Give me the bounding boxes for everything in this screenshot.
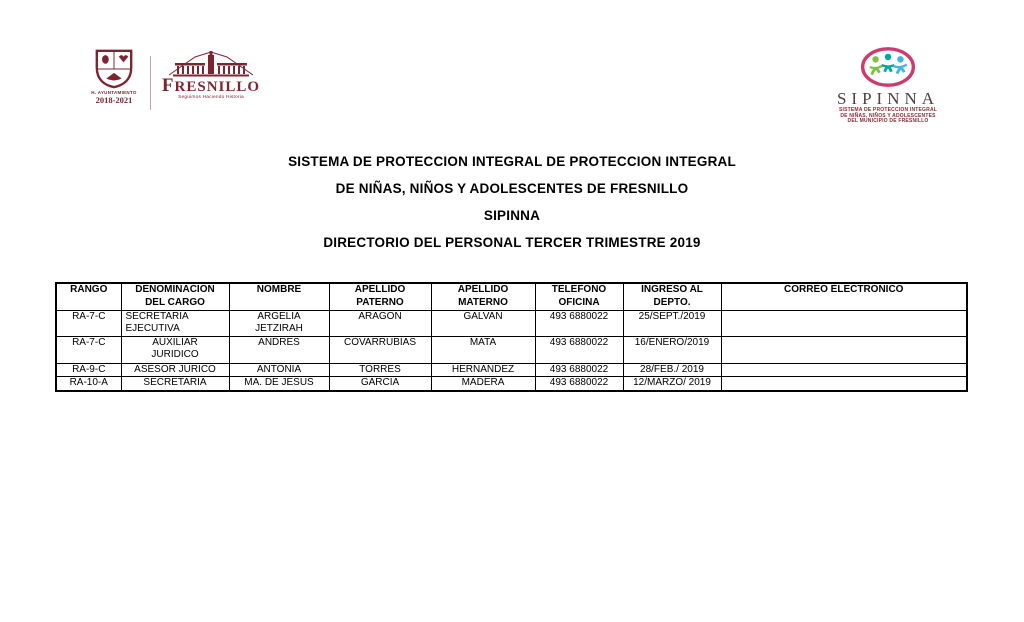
cell-telefono: 493 6880022 xyxy=(534,376,624,391)
fresnillo-wordmark: FRESNILLO xyxy=(161,75,261,96)
cell-rango: RA-7-C xyxy=(55,335,122,364)
column-header-apellido-materno: APELLIDO MATERNO xyxy=(430,282,536,311)
column-header-ingreso: INGRESO AL DEPTO. xyxy=(622,282,722,311)
cell-apellido-paterno: TORRES xyxy=(328,362,432,377)
cell-correo xyxy=(720,376,968,391)
table-row: RA-9-C ASESOR JURICO ANTONIA TORRES HERN… xyxy=(55,362,968,377)
column-header-denominacion: DENOMINACION DEL CARGO xyxy=(120,282,230,311)
fresnillo-logo: H. AYUNTAMIENTO 2018-2021 xyxy=(75,44,265,122)
table-header-row: RANGO DENOMINACION DEL CARGO NOMBRE APEL… xyxy=(55,282,968,311)
crest-shield-icon xyxy=(95,49,133,89)
cell-nombre: ANTONIA xyxy=(228,362,330,377)
cell-apellido-paterno: COVARRUBIAS xyxy=(328,335,432,364)
cell-rango: RA-10-A xyxy=(55,376,122,391)
column-header-apellido-paterno: APELLIDO PATERNO xyxy=(328,282,432,311)
cell-rango: RA-7-C xyxy=(55,309,122,337)
column-header-correo: CORREO ELECTRONICO xyxy=(720,282,968,311)
cell-apellido-paterno: ARAGON xyxy=(328,309,432,337)
ayuntamiento-years: 2018-2021 xyxy=(95,95,133,105)
title-line-4: DIRECTORIO DEL PERSONAL TERCER TRIMESTRE… xyxy=(323,235,701,250)
title-line-1: SISTEMA DE PROTECCION INTEGRAL DE PROTEC… xyxy=(288,154,736,169)
title-line-2: DE NIÑAS, NIÑOS Y ADOLESCENTES DE FRESNI… xyxy=(335,181,689,196)
cell-denominacion: SECRETARIA xyxy=(120,376,230,391)
cell-ingreso: 16/ENERO/2019 xyxy=(622,335,722,364)
cell-telefono: 493 6880022 xyxy=(534,362,624,377)
sipinna-logo: SIPINNA SISTEMA DE PROTECCION INTEGRAL D… xyxy=(815,45,961,125)
logo-divider xyxy=(150,56,151,110)
cell-telefono: 493 6880022 xyxy=(534,335,624,364)
cell-telefono: 493 6880022 xyxy=(534,309,624,337)
cell-apellido-paterno: GARCIA xyxy=(328,376,432,391)
cell-nombre: ANDRES xyxy=(228,335,330,364)
cell-denominacion: SECRETARIA EJECUTIVA xyxy=(120,309,230,337)
fresnillo-tagline: Seguimos Haciendo Historia xyxy=(178,95,244,100)
table-row: RA-7-C SECRETARIA EJECUTIVA ARGELIA JETZ… xyxy=(55,309,968,337)
column-header-nombre: NOMBRE xyxy=(228,282,330,311)
sipinna-wordmark: SIPINNA xyxy=(836,89,940,108)
fresnillo-crest: H. AYUNTAMIENTO 2018-2021 xyxy=(83,48,145,105)
cell-correo xyxy=(720,362,968,377)
cell-apellido-materno: MADERA xyxy=(430,376,536,391)
fresnillo-monument-icon xyxy=(168,51,254,77)
cell-ingreso: 28/FEB./ 2019 xyxy=(622,362,722,377)
cell-nombre: MA. DE JESUS xyxy=(228,376,330,391)
cell-denominacion: AUXILIAR JURIDICO xyxy=(120,335,230,364)
column-header-telefono: TELEFONO OFICINA xyxy=(534,282,624,311)
cell-denominacion: ASESOR JURICO xyxy=(120,362,230,377)
document-title: SISTEMA DE PROTECCION INTEGRAL DE PROTEC… xyxy=(0,148,1024,256)
sipinna-subtext: SISTEMA DE PROTECCION INTEGRAL DE NIÑAS,… xyxy=(838,107,938,125)
cell-ingreso: 25/SEPT./2019 xyxy=(622,309,722,337)
cell-apellido-materno: MATA xyxy=(430,335,536,364)
cell-rango: RA-9-C xyxy=(55,362,122,377)
table-row: RA-7-C AUXILIAR JURIDICO ANDRES COVARRUB… xyxy=(55,335,968,364)
ayuntamiento-label: H. AYUNTAMIENTO xyxy=(91,90,137,95)
cell-correo xyxy=(720,309,968,337)
cell-apellido-materno: GALVAN xyxy=(430,309,536,337)
cell-ingreso: 12/MARZO/ 2019 xyxy=(622,376,722,391)
table-row: RA-10-A SECRETARIA MA. DE JESUS GARCIA M… xyxy=(55,376,968,391)
column-header-rango: RANGO xyxy=(55,282,122,311)
title-line-3: SIPINNA xyxy=(483,208,541,223)
cell-nombre: ARGELIA JETZIRAH xyxy=(228,309,330,337)
personnel-table: RANGO DENOMINACION DEL CARGO NOMBRE APEL… xyxy=(55,282,968,392)
sipinna-figures-icon xyxy=(860,47,916,87)
fresnillo-wordmark-block: FRESNILLO Seguimos Haciendo Historia xyxy=(159,48,263,101)
cell-correo xyxy=(720,335,968,364)
cell-apellido-materno: HERNANDEZ xyxy=(430,362,536,377)
